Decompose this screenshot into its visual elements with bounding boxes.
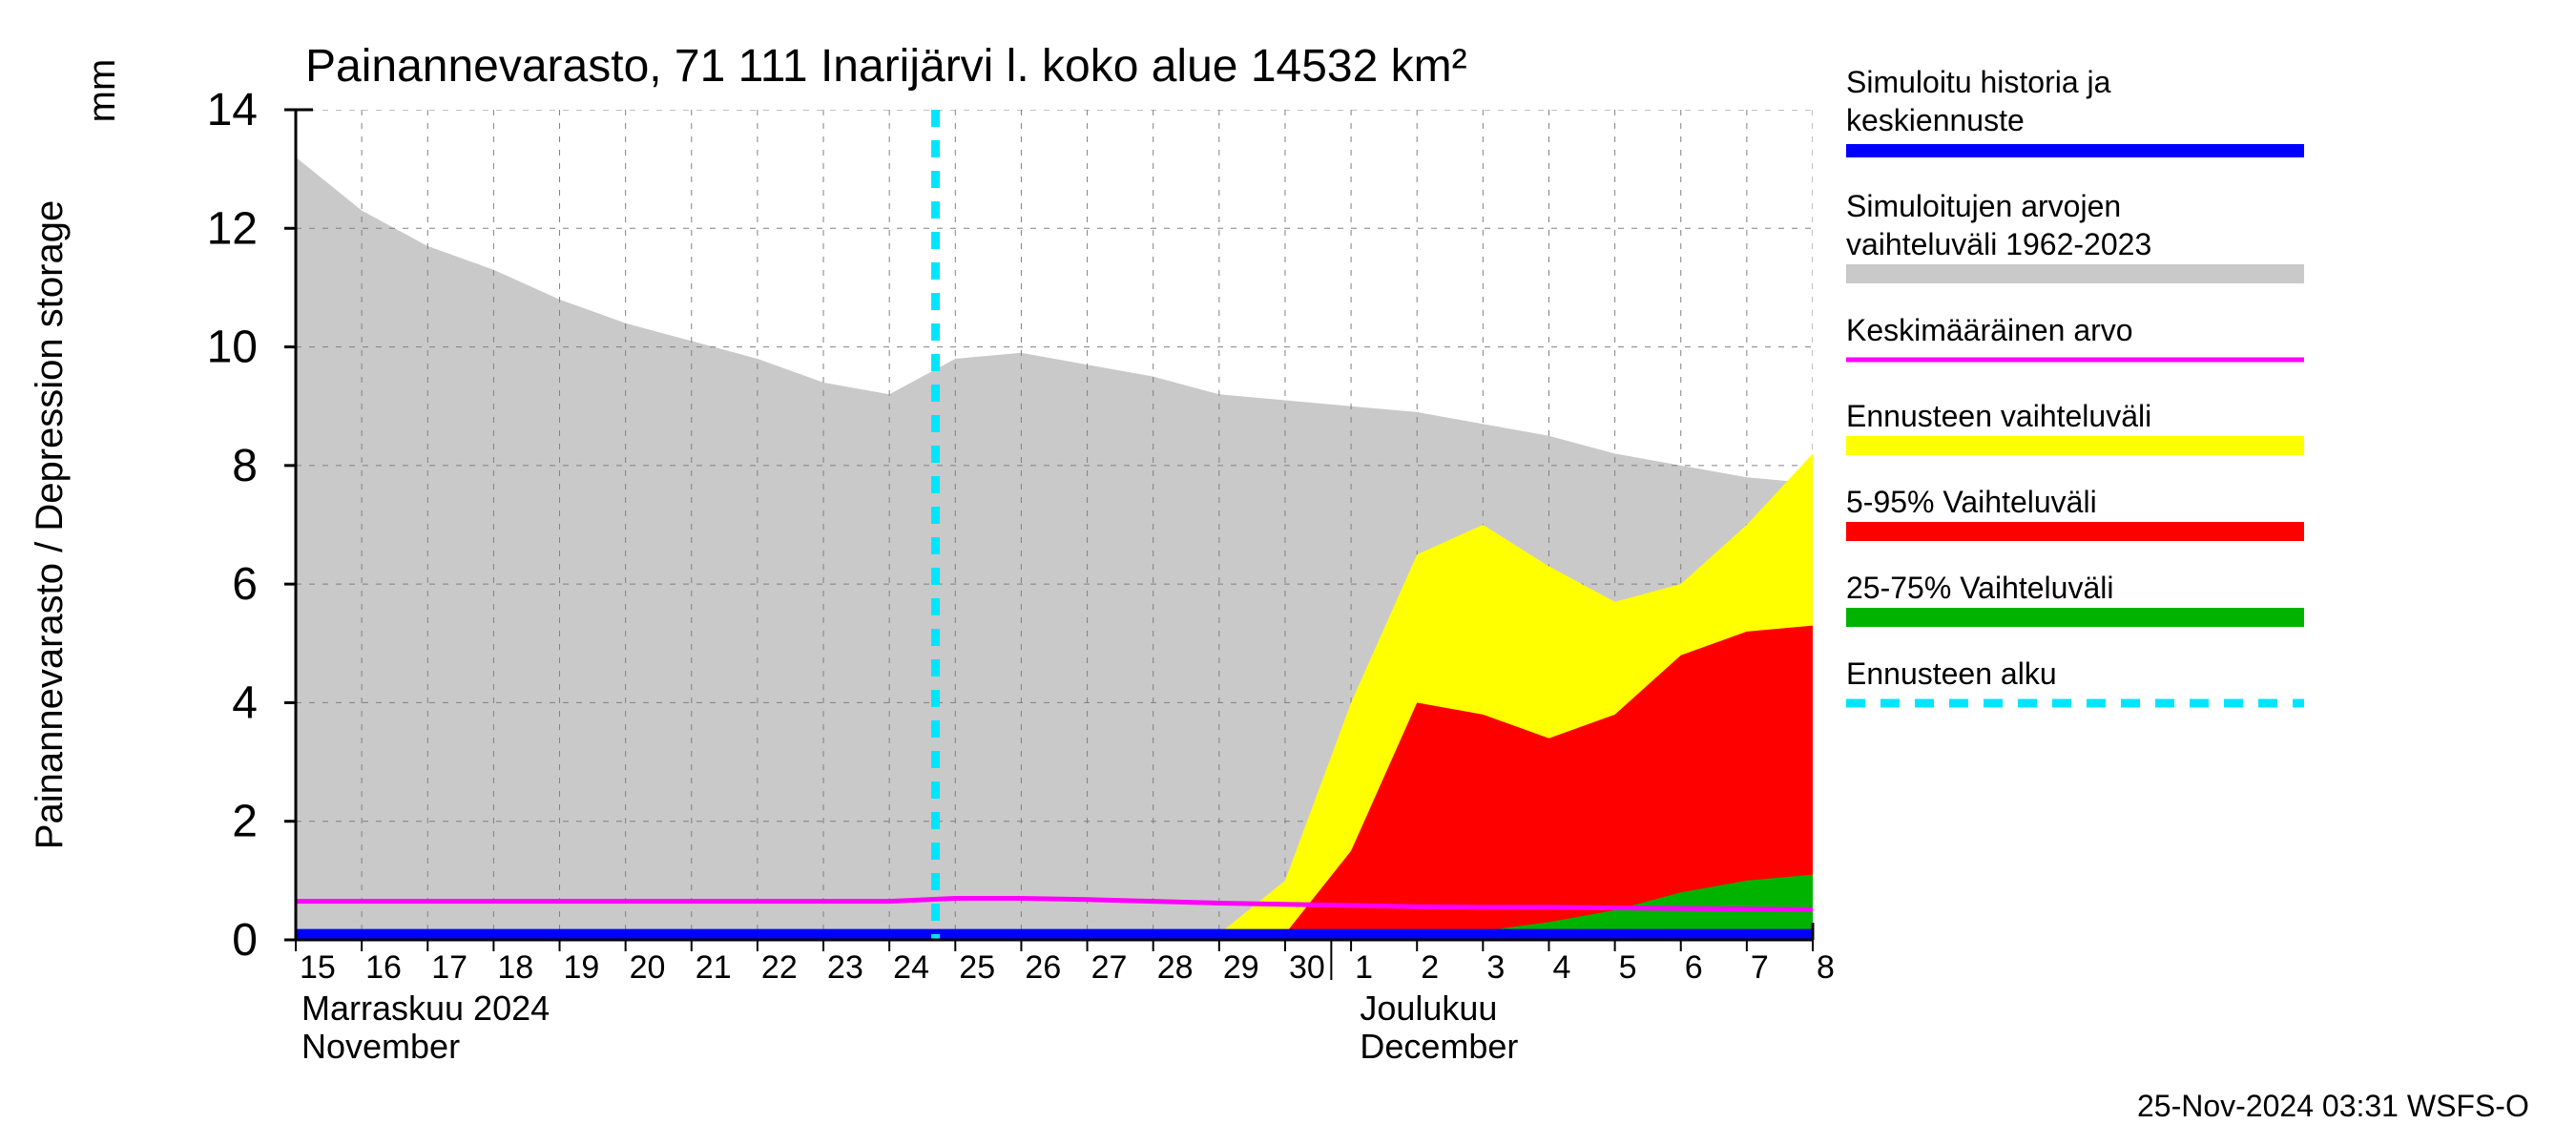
legend-swatch: [1846, 264, 2304, 283]
legend-swatch: [1846, 608, 2304, 627]
chart-svg: 0246810121415161718192021222324252627282…: [0, 0, 2576, 1145]
y-tick-label: 12: [207, 203, 258, 254]
legend-swatch: [1846, 436, 2304, 455]
legend-label: 5-95% Vaihteluväli: [1846, 485, 2097, 519]
y-tick-label: 8: [232, 441, 258, 491]
x-tick-label: 1: [1355, 949, 1373, 986]
x-tick-label: 15: [300, 949, 336, 986]
chart-title: Painannevarasto, 71 111 Inarijärvi l. ko…: [305, 41, 1467, 92]
month1-fi: Marraskuu 2024: [301, 989, 550, 1028]
x-tick-label: 16: [365, 949, 402, 986]
x-tick-label: 5: [1619, 949, 1637, 986]
chart-container: 0246810121415161718192021222324252627282…: [0, 0, 2576, 1145]
x-tick-label: 3: [1486, 949, 1505, 986]
month2-en: December: [1360, 1027, 1518, 1066]
x-tick-label: 26: [1025, 949, 1061, 986]
y-tick-label: 4: [232, 677, 258, 728]
legend-label: Keskimääräinen arvo: [1846, 313, 2133, 347]
x-tick-label: 8: [1817, 949, 1835, 986]
x-tick-label: 27: [1091, 949, 1128, 986]
x-tick-label: 28: [1157, 949, 1194, 986]
y-tick-label: 10: [207, 323, 258, 373]
legend-label: Simuloitujen arvojen: [1846, 189, 2121, 223]
legend-label: vaihteluväli 1962-2023: [1846, 227, 2151, 261]
x-tick-label: 6: [1685, 949, 1703, 986]
x-tick-label: 22: [761, 949, 798, 986]
legend-label: Ennusteen vaihteluväli: [1846, 399, 2151, 433]
x-tick-label: 4: [1552, 949, 1570, 986]
footer-timestamp: 25-Nov-2024 03:31 WSFS-O: [2137, 1089, 2529, 1123]
x-tick-label: 7: [1751, 949, 1769, 986]
legend-label: 25-75% Vaihteluväli: [1846, 571, 2113, 605]
legend-swatch: [1846, 144, 2304, 157]
x-tick-label: 24: [893, 949, 929, 986]
x-tick-label: 17: [431, 949, 467, 986]
month1-en: November: [301, 1027, 460, 1066]
x-tick-label: 20: [630, 949, 666, 986]
month2-fi: Joulukuu: [1360, 989, 1497, 1028]
x-tick-label: 18: [497, 949, 533, 986]
legend-label: Ennusteen alku: [1846, 656, 2057, 691]
x-tick-label: 25: [959, 949, 995, 986]
legend-swatch: [1846, 522, 2304, 541]
x-tick-label: 23: [827, 949, 863, 986]
y-tick-label: 6: [232, 559, 258, 610]
y-tick-label: 0: [232, 915, 258, 966]
x-tick-label: 2: [1421, 949, 1439, 986]
x-tick-label: 19: [564, 949, 600, 986]
y-axis-unit: mm: [81, 59, 123, 123]
x-tick-label: 21: [696, 949, 732, 986]
x-tick-label: 29: [1223, 949, 1259, 986]
x-tick-label: 30: [1289, 949, 1325, 986]
y-axis-label: Painannevarasto / Depression storage: [29, 200, 71, 849]
y-tick-label: 2: [232, 797, 258, 847]
legend-label: keskiennuste: [1846, 103, 2025, 137]
legend-label: Simuloitu historia ja: [1846, 65, 2111, 99]
y-tick-label: 14: [207, 85, 258, 135]
